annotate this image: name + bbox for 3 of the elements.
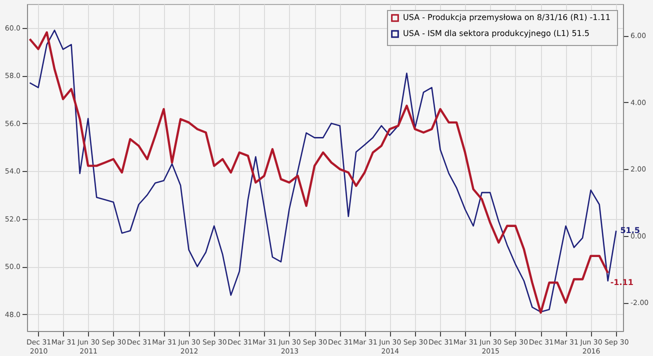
legend-label: USA - Produkcja przemysłowa on 8/31/16 (R1) -1.11: [403, 13, 610, 22]
legend-label: USA - ISM dla sektora produkcyjnego (L1) 51.5: [403, 29, 590, 38]
data-label: -1.11: [610, 278, 634, 287]
